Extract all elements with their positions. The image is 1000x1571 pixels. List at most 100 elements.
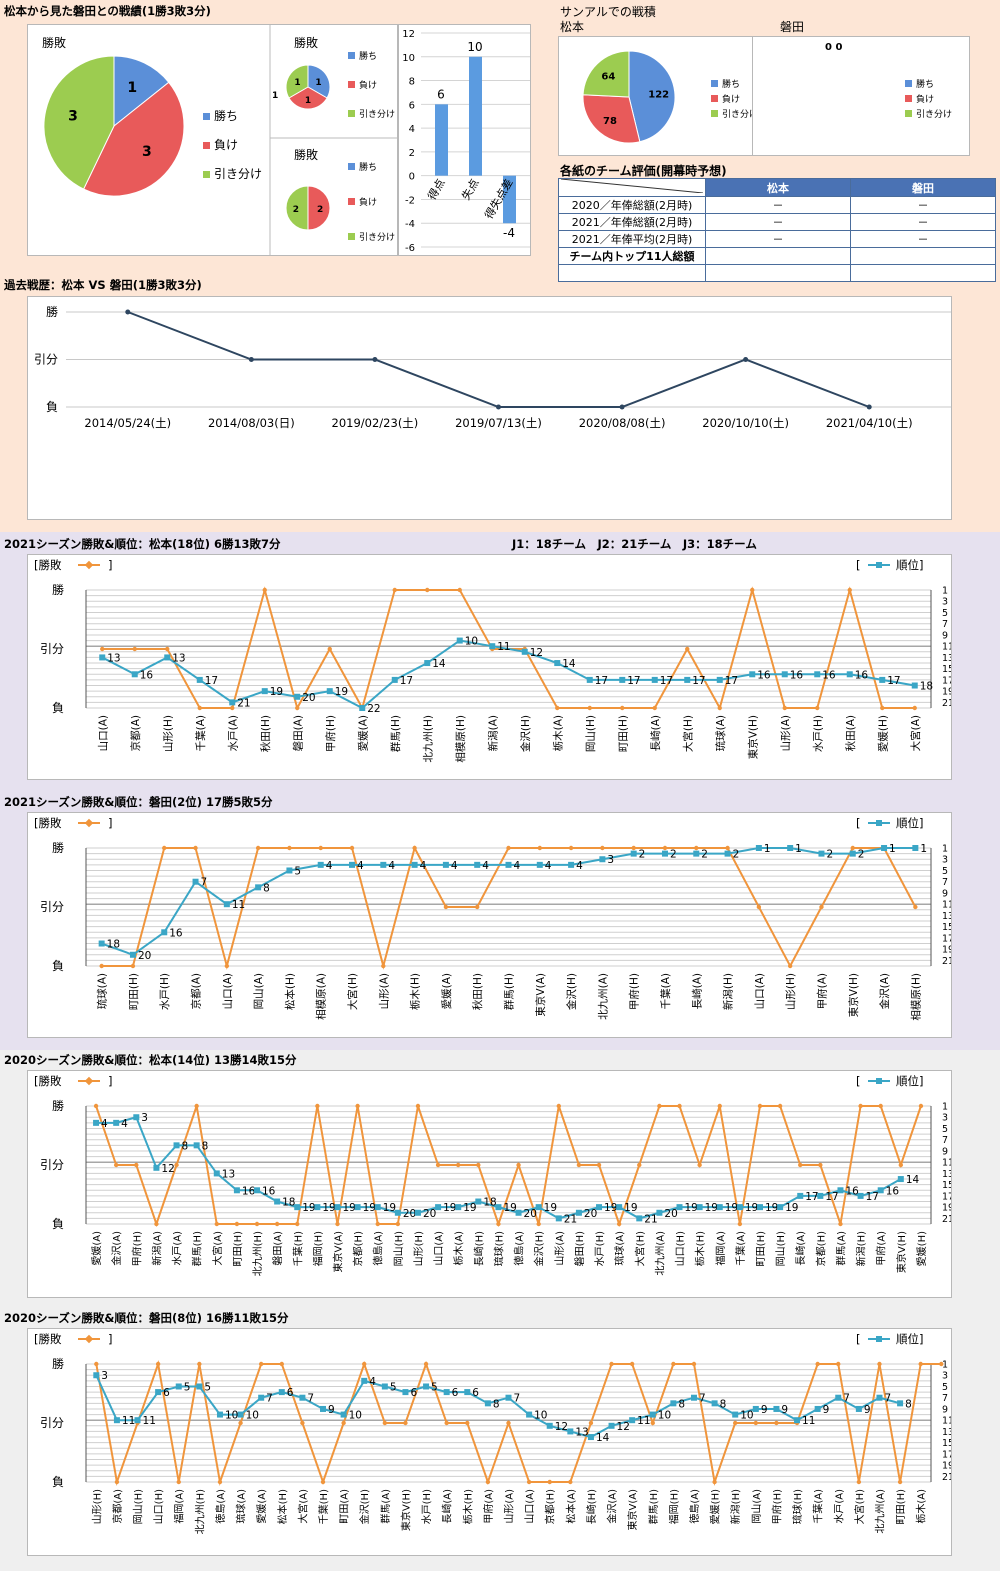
rank-point	[99, 654, 106, 661]
match-label: 磐田(A)	[291, 715, 304, 751]
s2021-matsumoto-title: 2021シーズン勝敗&順位：松本(18位) 6勝13敗7分	[4, 537, 281, 551]
rank-point	[464, 1389, 471, 1396]
rank-point	[505, 1394, 512, 1401]
rank-point	[587, 1434, 594, 1441]
rank-point	[113, 1417, 120, 1424]
match-label: 水戸(H)	[594, 1231, 606, 1266]
match-label: 愛媛(A)	[356, 715, 369, 751]
result-point	[255, 845, 261, 851]
match-label: 京都(A)	[111, 1489, 124, 1524]
match-label: 甲府(A)	[815, 973, 828, 1009]
rank-value-label: 19	[363, 1202, 376, 1214]
result-point	[526, 1479, 532, 1485]
result-point	[725, 845, 730, 851]
rank-value-label: 16	[886, 1185, 900, 1197]
rank-value-label: 2	[701, 849, 708, 861]
match-label: 山口(A)	[754, 973, 766, 1009]
rank-value-label: 21	[564, 1213, 577, 1225]
match-label: 金沢(H)	[519, 715, 532, 752]
result-point	[274, 1221, 280, 1227]
rank-point	[773, 1405, 780, 1412]
rank-value-label: 7	[307, 1393, 314, 1405]
rank-value-label: 6	[287, 1387, 294, 1399]
result-point	[279, 1361, 284, 1367]
rank-point	[846, 671, 853, 678]
match-label: 大宮(H)	[633, 1231, 646, 1266]
legend-rank-marker	[876, 1336, 882, 1342]
rank-value-label: 4	[369, 1376, 376, 1388]
rank-value-label: 17	[692, 675, 705, 687]
result-point	[912, 705, 917, 711]
rank-point	[505, 861, 512, 868]
result-point	[176, 1479, 181, 1485]
legend-swatch	[711, 80, 718, 87]
match-label: 水戸(A)	[833, 1489, 845, 1524]
match-label: 群馬(H)	[389, 715, 402, 752]
result-point	[295, 705, 300, 711]
bar-category-label: 失点	[459, 177, 481, 203]
legend-swatch	[348, 233, 355, 240]
result-point	[113, 1162, 119, 1168]
history-date-label: 2021/04/10(土)	[826, 416, 913, 430]
rank-point	[424, 660, 431, 667]
result-point	[898, 1162, 904, 1168]
match-label: 栃木(A)	[551, 715, 564, 751]
result-point	[650, 1420, 655, 1426]
rank-tick-label: 19	[942, 1203, 951, 1214]
rank-value-label: 5	[294, 865, 301, 877]
rank-value-label: 13	[575, 1426, 588, 1438]
result-point	[697, 1162, 702, 1168]
match-label: 東京V(A)	[626, 1489, 639, 1531]
sample-pie2-box: 0 0 勝ち 負け 引き分け	[752, 36, 970, 156]
legend-label: 勝ち	[916, 78, 934, 90]
rank-point	[619, 676, 626, 683]
rank-point	[317, 861, 324, 868]
match-label: 町田(H)	[233, 1231, 244, 1266]
result-point	[913, 904, 918, 910]
rank-value-label: 19	[270, 686, 283, 698]
rank-value-label: 4	[545, 860, 552, 872]
rank-point	[131, 671, 138, 678]
sample-empty-labels: 0 0	[825, 42, 842, 53]
rank-point	[161, 929, 168, 936]
rank-point	[129, 951, 136, 958]
match-label: 東京V(H)	[847, 973, 860, 1017]
y-tick-label: 6	[409, 100, 415, 111]
match-label: 磐田(A)	[271, 1231, 284, 1266]
table-row: 2021／年俸平均(2月時) － －	[558, 230, 996, 248]
rank-value-label: 19	[443, 1202, 456, 1214]
rank-tick-label: 5	[942, 866, 948, 877]
result-point	[588, 1420, 594, 1426]
result-point	[100, 646, 105, 652]
match-label: 京都(H)	[544, 1489, 557, 1524]
rank-point	[515, 1209, 522, 1216]
rank-point	[133, 1114, 140, 1121]
match-label: 千葉(A)	[734, 1231, 747, 1266]
rank-value-label: 14	[596, 1432, 610, 1444]
league-note: J1：18チーム J2：21チーム J3：18チーム	[512, 537, 757, 551]
rank-value-label: 4	[101, 1118, 108, 1130]
rank-value-label: 3	[607, 854, 614, 866]
match-label: 長崎(H)	[585, 1489, 598, 1524]
rank-value-label: 9	[823, 1404, 830, 1416]
legend-label: 負け	[916, 93, 934, 105]
rank-point	[98, 940, 105, 947]
result-point	[818, 1162, 823, 1168]
result-point	[403, 1420, 408, 1426]
sample-pie: 122 78 64	[582, 50, 676, 144]
pie-slice	[113, 55, 170, 128]
match-label: 金沢(A)	[606, 1489, 619, 1524]
s2021-matsumoto-chart: [勝敗][順位]13579111315171921勝引分負13161317211…	[34, 558, 954, 763]
rank-value-label: 17	[627, 675, 640, 687]
match-label: 甲府(H)	[324, 715, 337, 752]
eval-cell: －	[850, 196, 996, 214]
legend-rank-label: 順位]	[896, 1332, 924, 1346]
rank-point	[716, 676, 723, 683]
s2020-matsumoto-title: 2020シーズン勝敗&順位：松本(14位) 13勝14敗15分	[4, 1053, 297, 1067]
legend-result-label: [勝敗	[34, 1074, 62, 1088]
history-date-label: 2014/05/24(土)	[84, 416, 171, 430]
slice-label: 3	[142, 144, 152, 160]
slice-label: 1	[315, 78, 321, 88]
rank-point	[173, 1142, 180, 1149]
match-label: 北九州(A)	[597, 973, 609, 1020]
